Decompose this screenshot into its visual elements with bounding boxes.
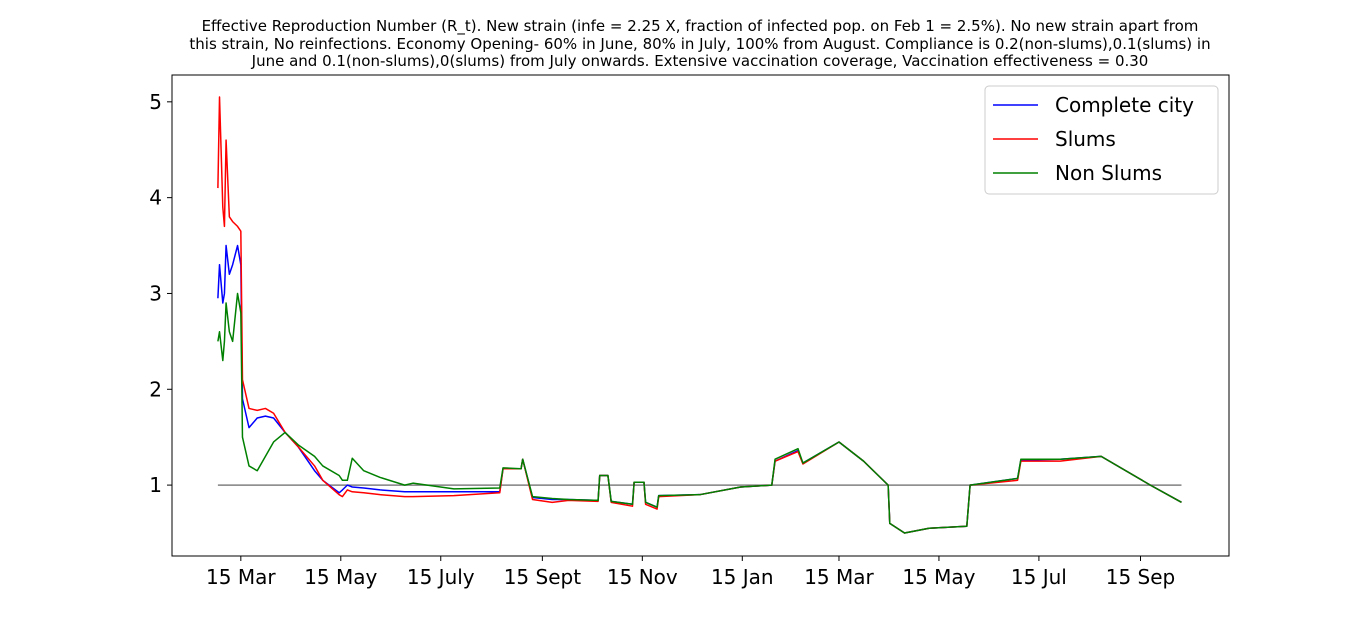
plot-frame — [171, 74, 1230, 557]
x-tick-label: 15 Mar — [804, 565, 874, 589]
x-tick-label: 15 May — [304, 565, 377, 589]
y-tick-label: 4 — [149, 186, 162, 210]
y-tick-label: 2 — [149, 377, 162, 401]
series-line — [217, 292, 1182, 534]
chart-title: June and 0.1(non-slums),0(slums) from Ju… — [251, 52, 1149, 70]
chart-title: this strain, No reinfections. Economy Op… — [189, 35, 1210, 53]
chart-title: Effective Reproduction Number (R_t). New… — [202, 17, 1199, 36]
legend-label: Slums — [1055, 127, 1116, 151]
x-tick-label: 15 Mar — [206, 565, 276, 589]
x-tick-label: 15 Nov — [607, 565, 678, 589]
x-tick-label: 15 Sept — [504, 565, 582, 589]
x-tick-label: 15 July — [407, 565, 475, 589]
x-tick-label: 15 May — [902, 565, 975, 589]
x-tick-label: 15 Jul — [1011, 565, 1067, 589]
legend-label: Non Slums — [1055, 161, 1162, 185]
x-tick-label: 15 Jan — [711, 565, 774, 589]
y-tick-label: 5 — [149, 90, 162, 114]
y-tick-label: 1 — [149, 473, 162, 497]
legend-box — [984, 85, 1219, 195]
x-tick-label: 15 Sep — [1106, 565, 1176, 589]
y-tick-label: 3 — [149, 281, 162, 305]
legend-label: Complete city — [1055, 93, 1194, 117]
